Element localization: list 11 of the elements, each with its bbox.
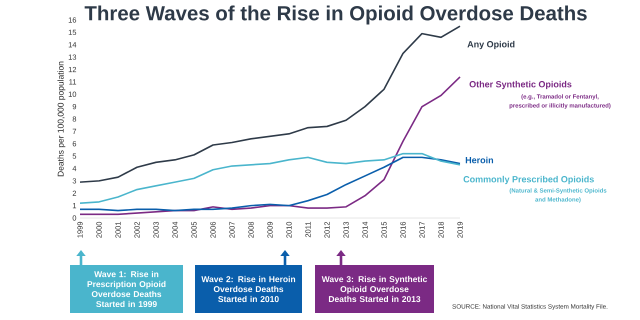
text: Wave 3: Rise in Synthetic Opioid Overdose Deaths Started in 2013	[322, 276, 428, 302]
series-label: Commonly Prescribed Opioids	[464, 176, 594, 184]
series-label: Heroin	[466, 156, 494, 164]
text: Wave 2: Rise in Heroin Overdose Deaths Started in 2010	[201, 276, 296, 302]
line-series	[79, 156, 461, 212]
series-label: Any Opioid	[467, 40, 514, 50]
chart-title: Three Waves of the Rise in Opioid Overdose Deaths	[84, 5, 587, 25]
line-series	[79, 152, 461, 204]
series-label: Other Synthetic Opioids	[470, 80, 572, 90]
text: Wave 1: Rise in Prescription Opioid Overdose Deaths Started in 1999	[88, 270, 166, 308]
y-axis-title: Deaths per 100,000 population	[57, 62, 66, 176]
